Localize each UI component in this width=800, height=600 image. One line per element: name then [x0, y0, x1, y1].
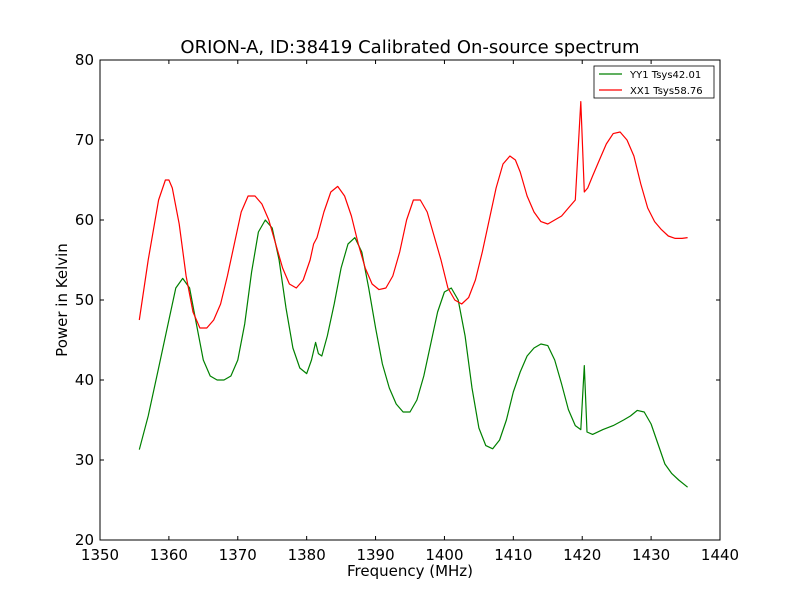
legend-label-yy1: YY1 Tsys42.01 — [629, 70, 701, 81]
x-tick-label: 1390 — [356, 546, 394, 564]
y-tick-label: 50 — [75, 291, 94, 309]
x-tick-label: 1350 — [81, 546, 119, 564]
y-axis-title: Power in Kelvin — [53, 243, 71, 357]
plot-area — [100, 60, 720, 540]
y-tick-label: 20 — [75, 531, 94, 549]
x-tick-label: 1410 — [494, 546, 532, 564]
x-tick-label: 1360 — [150, 546, 188, 564]
x-axis-title: Frequency (MHz) — [347, 562, 473, 580]
x-tick-label: 1440 — [701, 546, 739, 564]
chart-title: ORION-A, ID:38419 Calibrated On-source s… — [180, 37, 639, 58]
series-line-yy1 — [138, 219, 688, 488]
x-tick-label: 1400 — [425, 546, 463, 564]
legend-frame — [593, 65, 715, 99]
x-tick-label: 1370 — [219, 546, 257, 564]
x-tick-label: 1430 — [632, 546, 670, 564]
x-tick-label: 1380 — [288, 546, 326, 564]
legend-label-xx1: XX1 Tsys58.76 — [630, 86, 703, 97]
y-tick-label: 40 — [75, 371, 94, 389]
series-layer — [138, 100, 688, 488]
y-tick-label: 80 — [75, 51, 94, 69]
series-line-xx1 — [138, 100, 688, 329]
y-tick-label: 60 — [75, 211, 94, 229]
y-tick-label: 30 — [75, 451, 94, 469]
legend: YY1 Tsys42.01 XX1 Tsys58.76 — [593, 65, 715, 99]
x-tick-label: 1420 — [563, 546, 601, 564]
y-tick-label: 70 — [75, 131, 94, 149]
ticks-layer: 1350 1360 1370 1380 1390 1400 1410 1420 1430 1440… — [75, 51, 739, 564]
